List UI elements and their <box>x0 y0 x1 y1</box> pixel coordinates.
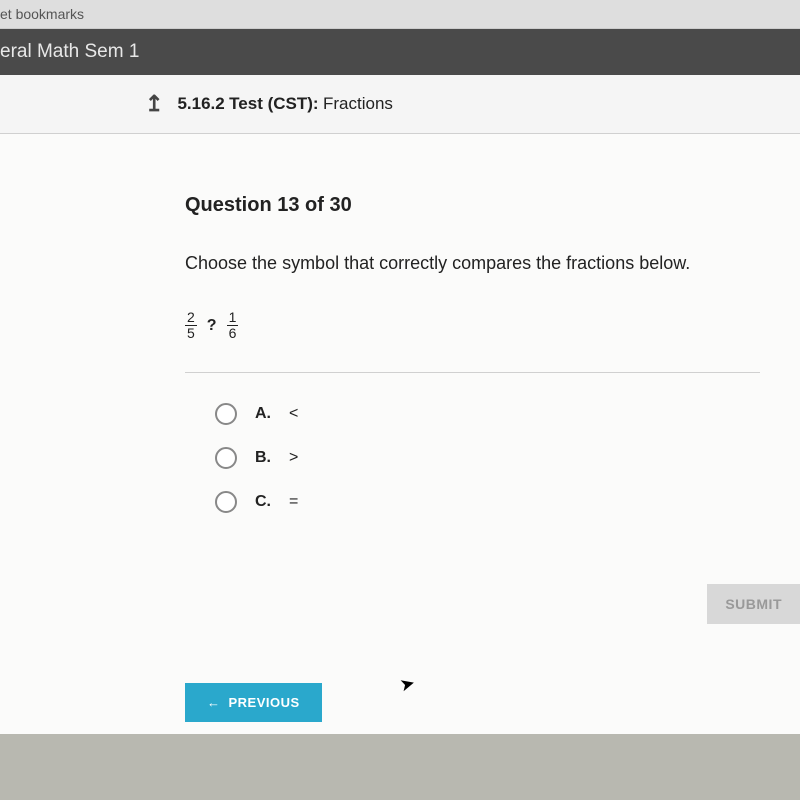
previous-button[interactable]: ← PREVIOUS <box>185 683 322 722</box>
radio-a[interactable] <box>215 403 237 425</box>
fraction-1-denominator: 5 <box>185 326 197 341</box>
test-topic: Fractions <box>323 94 393 113</box>
option-b[interactable]: B. > <box>215 447 800 469</box>
submit-label: SUBMIT <box>725 596 782 612</box>
option-a[interactable]: A. < <box>215 403 800 425</box>
fraction-2-denominator: 6 <box>227 326 239 341</box>
answer-options: A. < B. > C. = <box>185 403 800 513</box>
previous-label: PREVIOUS <box>229 695 300 710</box>
fraction-1-numerator: 2 <box>185 310 197 326</box>
section-divider <box>185 372 760 373</box>
comparison-placeholder: ? <box>207 317 217 335</box>
browser-bookmarks-bar: et bookmarks <box>0 0 800 29</box>
arrow-left-icon: ← <box>207 695 221 710</box>
test-code: 5.16.2 <box>177 94 224 113</box>
option-a-symbol: < <box>289 405 298 423</box>
radio-c[interactable] <box>215 491 237 513</box>
test-header-bar: ↥ 5.16.2 Test (CST): Fractions <box>0 75 800 134</box>
question-prompt: Choose the symbol that correctly compare… <box>185 253 800 274</box>
back-arrow-icon[interactable]: ↥ <box>145 91 163 117</box>
option-b-symbol: > <box>289 449 298 467</box>
option-c-letter: C. <box>255 493 271 511</box>
fraction-2: 1 6 <box>227 310 239 342</box>
submit-button[interactable]: SUBMIT <box>707 584 800 624</box>
course-title: eral Math Sem 1 <box>0 41 139 62</box>
fraction-1: 2 5 <box>185 310 197 342</box>
bookmarks-label: et bookmarks <box>0 6 84 22</box>
fraction-expression: 2 5 ? 1 6 <box>185 310 800 342</box>
option-a-letter: A. <box>255 405 271 423</box>
question-counter: Question 13 of 30 <box>185 194 800 217</box>
question-content: Question 13 of 30 Choose the symbol that… <box>0 134 800 734</box>
course-title-bar: eral Math Sem 1 <box>0 29 800 75</box>
option-c-symbol: = <box>289 493 298 511</box>
option-b-letter: B. <box>255 449 271 467</box>
cursor-icon: ➤ <box>398 672 418 696</box>
fraction-2-numerator: 1 <box>227 310 239 326</box>
option-c[interactable]: C. = <box>215 491 800 513</box>
radio-b[interactable] <box>215 447 237 469</box>
test-label: Test (CST): <box>229 94 318 113</box>
